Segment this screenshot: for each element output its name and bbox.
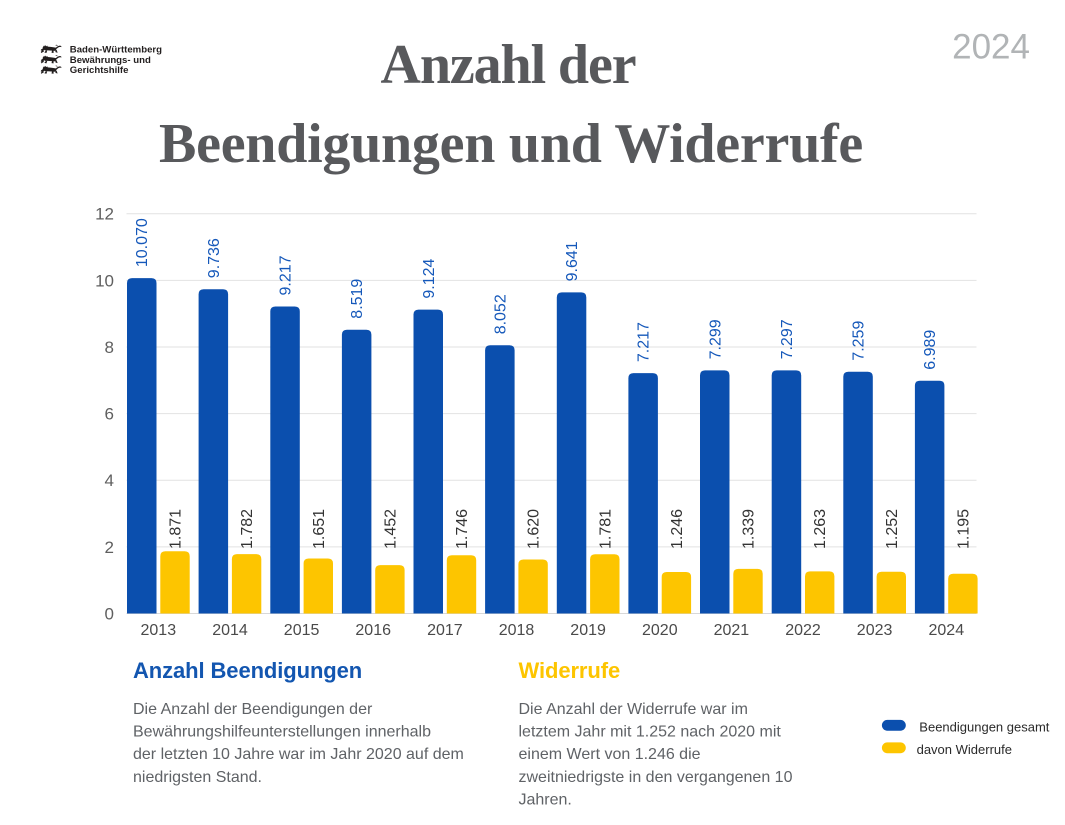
svg-text:2018: 2018 [499,622,535,639]
svg-text:2024: 2024 [952,27,1030,66]
svg-text:7.259: 7.259 [851,321,868,361]
svg-text:7.299: 7.299 [707,319,724,359]
svg-text:Baden-Württemberg: Baden-Württemberg [70,44,162,55]
svg-text:1.195: 1.195 [955,509,972,549]
svg-text:8: 8 [105,338,114,357]
svg-text:Die Anzahl der Beendigungen de: Die Anzahl der Beendigungen der [133,701,373,718]
svg-text:2019: 2019 [570,622,606,639]
svg-text:8.052: 8.052 [492,294,509,334]
svg-text:2016: 2016 [355,622,391,639]
svg-text:9.124: 9.124 [421,258,438,298]
svg-text:6: 6 [105,405,114,424]
svg-text:2023: 2023 [857,622,893,639]
svg-text:4: 4 [105,471,114,490]
svg-text:1.782: 1.782 [239,509,256,549]
svg-text:2021: 2021 [714,622,750,639]
svg-text:2017: 2017 [427,622,463,639]
svg-text:Widerrufe: Widerrufe [519,658,621,683]
svg-text:2024: 2024 [929,622,965,639]
svg-text:einem Wert von 1.246 die: einem Wert von 1.246 die [519,746,701,763]
svg-text:der letzten 10 Jahre war im Ja: der letzten 10 Jahre war im Jahr 2020 au… [133,746,464,763]
svg-text:1.746: 1.746 [454,509,471,549]
svg-text:2: 2 [105,538,114,557]
svg-text:Anzahl Beendigungen: Anzahl Beendigungen [133,658,362,683]
svg-text:Bewährungs- und: Bewährungs- und [70,55,151,66]
svg-text:1.781: 1.781 [597,509,614,549]
svg-text:1.452: 1.452 [382,509,399,549]
svg-text:Die Anzahl der Widerrufe war i: Die Anzahl der Widerrufe war im [519,701,748,718]
svg-text:8.519: 8.519 [349,279,366,319]
svg-text:7.297: 7.297 [779,319,796,359]
svg-text:10: 10 [95,271,114,290]
svg-text:10.070: 10.070 [134,218,151,267]
svg-text:2014: 2014 [212,622,248,639]
svg-text:letztem Jahr mit 1.252 nach 20: letztem Jahr mit 1.252 nach 2020 mit [519,724,782,741]
svg-text:2013: 2013 [141,622,177,639]
svg-text:0: 0 [105,604,114,623]
svg-text:1.246: 1.246 [669,509,686,549]
svg-text:2022: 2022 [785,622,821,639]
svg-text:9.641: 9.641 [564,241,581,281]
svg-text:Anzahl der: Anzahl der [380,34,635,96]
svg-text:7.217: 7.217 [636,322,653,362]
svg-text:1.620: 1.620 [526,509,543,549]
svg-text:12: 12 [95,205,114,224]
svg-text:1.651: 1.651 [311,509,328,549]
svg-text:1.871: 1.871 [168,509,185,549]
svg-text:Jahren.: Jahren. [519,791,572,808]
svg-text:6.989: 6.989 [922,330,939,370]
svg-text:1.339: 1.339 [741,509,758,549]
svg-text:niedrigsten Stand.: niedrigsten Stand. [133,769,262,786]
svg-text:1.263: 1.263 [812,509,829,549]
svg-text:9.736: 9.736 [206,238,223,278]
svg-text:Beendigungen und Widerrufe: Beendigungen und Widerrufe [159,113,863,175]
svg-text:2015: 2015 [284,622,320,639]
svg-text:Beendigungen gesamt: Beendigungen gesamt [919,720,1049,735]
svg-text:2020: 2020 [642,622,678,639]
svg-text:1.252: 1.252 [884,509,901,549]
svg-text:9.217: 9.217 [278,255,295,295]
svg-text:zweitniedrigste in den vergang: zweitniedrigste in den vergangenen 10 [519,769,793,786]
svg-text:davon Widerrufe: davon Widerrufe [917,742,1012,757]
svg-text:Bewährungshilfeunterstellungen: Bewährungshilfeunterstellungen innerhalb [133,724,431,741]
svg-text:Gerichtshilfe: Gerichtshilfe [70,65,129,76]
